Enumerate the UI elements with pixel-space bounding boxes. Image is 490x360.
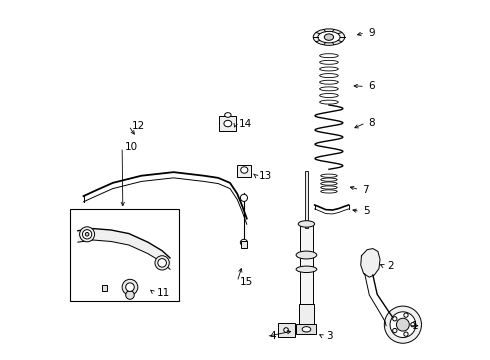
Circle shape <box>390 312 416 338</box>
Circle shape <box>404 332 408 336</box>
Text: 3: 3 <box>326 332 332 342</box>
Ellipse shape <box>319 54 338 58</box>
Ellipse shape <box>296 251 317 259</box>
Bar <box>220 116 237 131</box>
Bar <box>305 171 308 228</box>
Text: 2: 2 <box>387 261 394 271</box>
Ellipse shape <box>319 94 338 98</box>
Circle shape <box>122 279 138 295</box>
FancyBboxPatch shape <box>70 208 178 301</box>
Ellipse shape <box>298 221 315 227</box>
Ellipse shape <box>241 239 247 246</box>
Text: 14: 14 <box>239 118 252 129</box>
Bar <box>296 324 317 334</box>
Text: 15: 15 <box>240 277 253 287</box>
Ellipse shape <box>319 87 338 91</box>
Ellipse shape <box>319 80 338 84</box>
Bar <box>300 225 313 311</box>
Bar <box>298 304 314 326</box>
Circle shape <box>396 318 409 331</box>
Text: 10: 10 <box>125 142 138 152</box>
Text: 8: 8 <box>368 118 375 128</box>
Bar <box>277 323 294 337</box>
Circle shape <box>126 291 134 299</box>
Text: 6: 6 <box>368 81 374 91</box>
Ellipse shape <box>319 100 338 104</box>
Ellipse shape <box>318 31 340 43</box>
Ellipse shape <box>241 167 248 173</box>
Ellipse shape <box>85 233 89 236</box>
Ellipse shape <box>321 186 337 189</box>
Ellipse shape <box>319 74 338 77</box>
Text: 5: 5 <box>363 206 369 216</box>
Ellipse shape <box>319 67 338 71</box>
Circle shape <box>392 328 397 333</box>
Ellipse shape <box>319 60 338 64</box>
Ellipse shape <box>224 120 232 127</box>
Text: 4: 4 <box>270 332 276 342</box>
Ellipse shape <box>158 258 167 267</box>
Ellipse shape <box>313 29 344 45</box>
Ellipse shape <box>321 178 337 181</box>
Ellipse shape <box>241 194 247 202</box>
Bar <box>102 285 107 292</box>
Text: 12: 12 <box>131 121 145 131</box>
Ellipse shape <box>321 182 337 185</box>
Circle shape <box>392 317 397 321</box>
Ellipse shape <box>296 266 317 273</box>
Text: 9: 9 <box>368 28 374 38</box>
Ellipse shape <box>324 34 334 40</box>
Circle shape <box>404 313 408 317</box>
Bar <box>238 165 251 177</box>
Polygon shape <box>361 249 380 277</box>
Circle shape <box>126 283 134 292</box>
Ellipse shape <box>302 327 311 332</box>
Text: 11: 11 <box>156 288 170 297</box>
Circle shape <box>384 306 421 343</box>
Ellipse shape <box>321 190 337 193</box>
Text: 13: 13 <box>259 171 272 181</box>
Text: 7: 7 <box>362 185 369 195</box>
Ellipse shape <box>82 230 92 239</box>
Ellipse shape <box>224 113 231 117</box>
Circle shape <box>411 323 415 327</box>
Ellipse shape <box>321 174 337 177</box>
Ellipse shape <box>284 328 289 332</box>
Text: 1: 1 <box>412 321 418 331</box>
Ellipse shape <box>155 256 169 270</box>
Bar <box>241 242 247 248</box>
Ellipse shape <box>79 227 95 242</box>
